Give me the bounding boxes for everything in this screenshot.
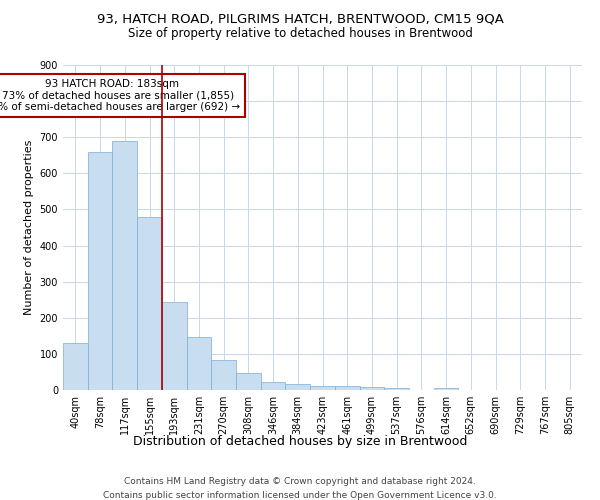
Text: Size of property relative to detached houses in Brentwood: Size of property relative to detached ho… bbox=[128, 28, 472, 40]
Text: Distribution of detached houses by size in Brentwood: Distribution of detached houses by size … bbox=[133, 435, 467, 448]
Bar bbox=[359, 387, 384, 390]
Y-axis label: Number of detached properties: Number of detached properties bbox=[24, 140, 34, 315]
Bar bbox=[434, 388, 458, 390]
Bar bbox=[162, 302, 187, 390]
Bar bbox=[236, 372, 261, 390]
Bar bbox=[286, 384, 310, 390]
Text: Contains HM Land Registry data © Crown copyright and database right 2024.: Contains HM Land Registry data © Crown c… bbox=[124, 478, 476, 486]
Bar bbox=[211, 360, 236, 390]
Bar bbox=[384, 388, 409, 390]
Bar bbox=[112, 141, 137, 390]
Text: Contains public sector information licensed under the Open Government Licence v3: Contains public sector information licen… bbox=[103, 491, 497, 500]
Text: 93, HATCH ROAD, PILGRIMS HATCH, BRENTWOOD, CM15 9QA: 93, HATCH ROAD, PILGRIMS HATCH, BRENTWOO… bbox=[97, 12, 503, 26]
Text: 93 HATCH ROAD: 183sqm
← 73% of detached houses are smaller (1,855)
27% of semi-d: 93 HATCH ROAD: 183sqm ← 73% of detached … bbox=[0, 78, 240, 112]
Bar bbox=[137, 216, 162, 390]
Bar bbox=[310, 386, 335, 390]
Bar bbox=[335, 386, 359, 390]
Bar bbox=[63, 343, 88, 390]
Bar bbox=[88, 152, 112, 390]
Bar bbox=[261, 382, 286, 390]
Bar bbox=[187, 336, 211, 390]
